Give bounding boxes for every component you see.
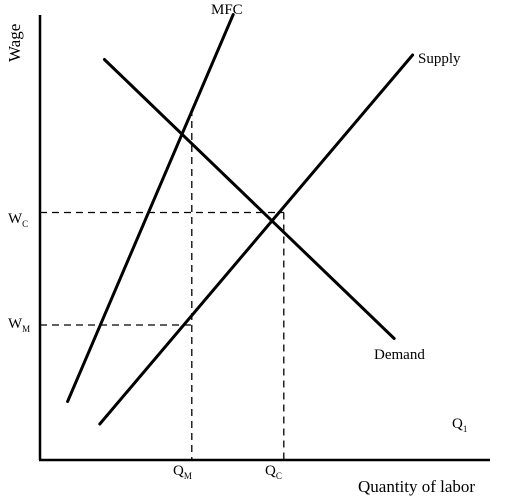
curves bbox=[66, 13, 415, 426]
guide-lines bbox=[40, 109, 285, 460]
x-axis-label: Quantity of labor bbox=[358, 477, 475, 496]
series-label-supply: Supply bbox=[418, 51, 461, 67]
label-qc: QC bbox=[265, 463, 282, 481]
label-wm: WM bbox=[8, 316, 30, 334]
y-axis-label: Wage bbox=[5, 24, 24, 62]
curve-demand bbox=[102, 58, 396, 340]
curve-mfc bbox=[66, 13, 235, 403]
label-qm: QM bbox=[173, 463, 192, 481]
label-wc: WC bbox=[8, 211, 28, 229]
label-q1: Q1 bbox=[452, 416, 467, 434]
series-label-demand: Demand bbox=[374, 347, 425, 363]
curve-supply bbox=[98, 53, 415, 426]
series-label-mfc: MFC bbox=[211, 2, 243, 18]
